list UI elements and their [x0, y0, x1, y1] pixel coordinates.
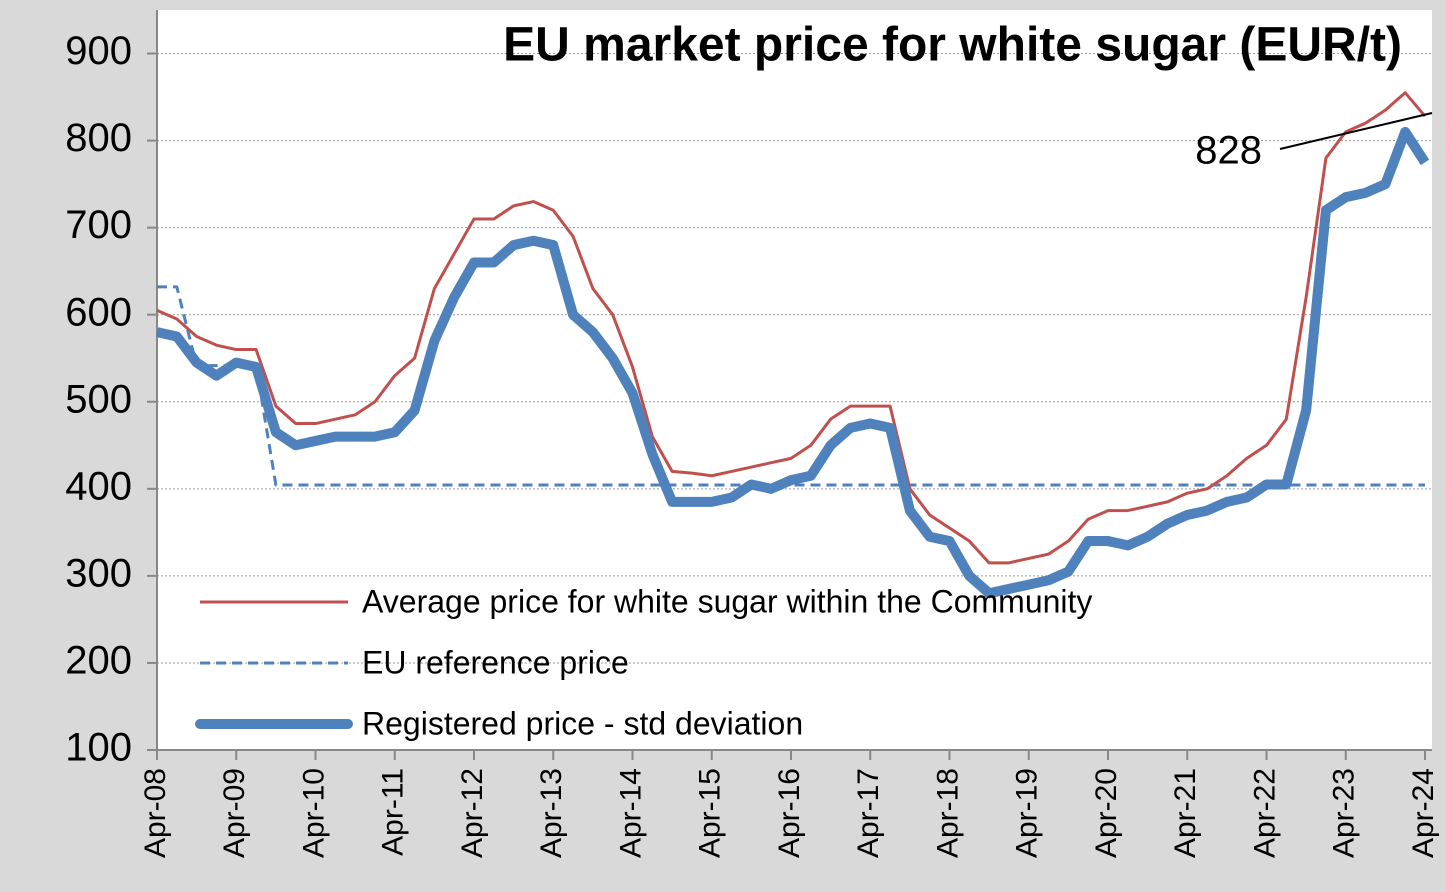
x-tick-label: Apr-22: [1248, 768, 1281, 858]
y-tick-label: 300: [65, 551, 132, 595]
x-tick-label: Apr-09: [218, 768, 251, 858]
series-line: [156, 91, 1427, 565]
x-tick-label: Apr-10: [297, 768, 330, 858]
x-tick-label: Apr-18: [931, 768, 964, 858]
series-line: [155, 126, 1430, 599]
legend-label: EU reference price: [362, 644, 629, 680]
y-tick-label: 700: [65, 203, 132, 247]
y-tick-label: 200: [65, 639, 132, 683]
x-tick-label: Apr-14: [614, 768, 647, 858]
annotation-leader: [1279, 112, 1433, 150]
y-tick-label: 900: [65, 29, 132, 73]
legend-label: Average price for white sugar within the…: [362, 583, 1092, 619]
y-tick-label: 600: [65, 290, 132, 334]
legend-label: Registered price - std deviation: [362, 705, 803, 741]
x-tick-label: Apr-08: [139, 768, 172, 858]
x-tick-label: Apr-17: [852, 768, 885, 858]
x-tick-label: Apr-13: [535, 768, 568, 858]
x-tick-label: Apr-24: [1407, 768, 1440, 858]
x-tick-label: Apr-21: [1169, 768, 1202, 858]
y-tick-label: 800: [65, 116, 132, 160]
x-tick-label: Apr-16: [773, 768, 806, 858]
y-tick-label: 400: [65, 464, 132, 508]
y-tick-label: 500: [65, 377, 132, 421]
chart-title: EU market price for white sugar (EUR/t): [503, 19, 1402, 72]
x-tick-label: Apr-20: [1090, 768, 1123, 858]
x-tick-label: Apr-11: [377, 768, 410, 856]
x-tick-label: Apr-19: [1011, 768, 1044, 858]
x-tick-label: Apr-12: [456, 768, 489, 858]
annotation: 828: [1195, 129, 1262, 173]
y-tick-label: 100: [65, 726, 132, 770]
x-tick-label: Apr-23: [1328, 768, 1361, 858]
x-tick-label: Apr-15: [694, 768, 727, 858]
plot-area: [157, 10, 1432, 750]
